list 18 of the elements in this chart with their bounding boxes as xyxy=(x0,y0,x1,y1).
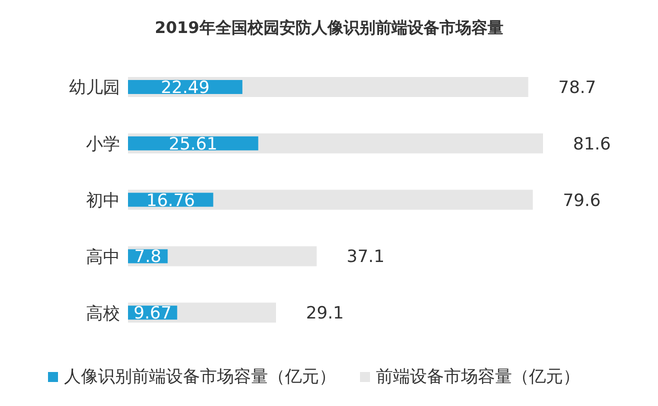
y-tick-label: 高中 xyxy=(86,247,120,268)
data-label: 16.76 xyxy=(146,190,195,211)
data-label: 79.6 xyxy=(562,190,601,211)
data-label: 7.8 xyxy=(134,247,162,268)
y-tick-label: 小学 xyxy=(86,134,120,155)
y-tick-label: 初中 xyxy=(86,191,120,212)
chart-title: 2019年全国校园安防人像识别前端设备市场容量 xyxy=(154,17,504,39)
y-tick-label: 高校 xyxy=(86,304,120,324)
data-label: 29.1 xyxy=(306,304,344,324)
y-tick-label: 幼儿园 xyxy=(69,78,120,98)
data-label: 9.67 xyxy=(134,304,172,324)
legend-label: 前端设备市场容量（亿元） xyxy=(376,366,580,388)
data-label: 78.7 xyxy=(558,78,596,98)
data-label: 81.6 xyxy=(573,134,611,154)
legend-label: 人像识别前端设备市场容量（亿元） xyxy=(64,366,336,388)
data-label: 22.49 xyxy=(160,78,210,98)
data-label: 25.61 xyxy=(168,134,218,154)
data-label: 37.1 xyxy=(346,247,385,268)
